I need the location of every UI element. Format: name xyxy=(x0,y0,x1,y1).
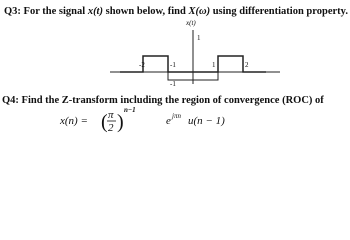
text: shown below, find xyxy=(103,6,189,17)
text: X(ω) xyxy=(187,6,210,17)
text: Q3: For the signal xyxy=(4,6,88,17)
signal xyxy=(120,55,266,73)
exponent: n−1 xyxy=(124,106,136,114)
fraction-denominator: 2 xyxy=(108,122,114,134)
signal-figure xyxy=(110,30,280,84)
x-tick: 1 xyxy=(212,61,216,69)
x-tick: 2 xyxy=(245,61,249,69)
x-tick: -2 xyxy=(139,61,145,69)
fraction-numerator: π xyxy=(108,109,114,121)
formula-tail: u(n − 1) xyxy=(188,115,225,127)
text: x(t) xyxy=(87,6,103,17)
base-e: e xyxy=(166,115,171,127)
formula-lhs: x(n) = xyxy=(59,115,88,127)
signal xyxy=(167,72,219,81)
paren: ( xyxy=(101,111,108,133)
question-4: Q4: Find the Z-transform including the r… xyxy=(2,95,324,106)
e-exponent: jπn xyxy=(171,112,181,120)
formula: x(n) = ( π 2 ) n−1 e jπn u(n − 1) xyxy=(59,106,225,134)
text: using differentiation property. xyxy=(210,6,348,17)
question-3: Q3: For the signal x(t) shown below, fin… xyxy=(4,6,348,17)
y-tick: -1 xyxy=(170,80,176,88)
y-label: x(t) xyxy=(185,19,196,27)
paren: ) xyxy=(117,111,124,133)
page: Q3: For the signal x(t) shown below, fin… xyxy=(2,6,348,134)
y-tick: 1 xyxy=(197,34,201,42)
x-tick: -1 xyxy=(170,61,176,69)
